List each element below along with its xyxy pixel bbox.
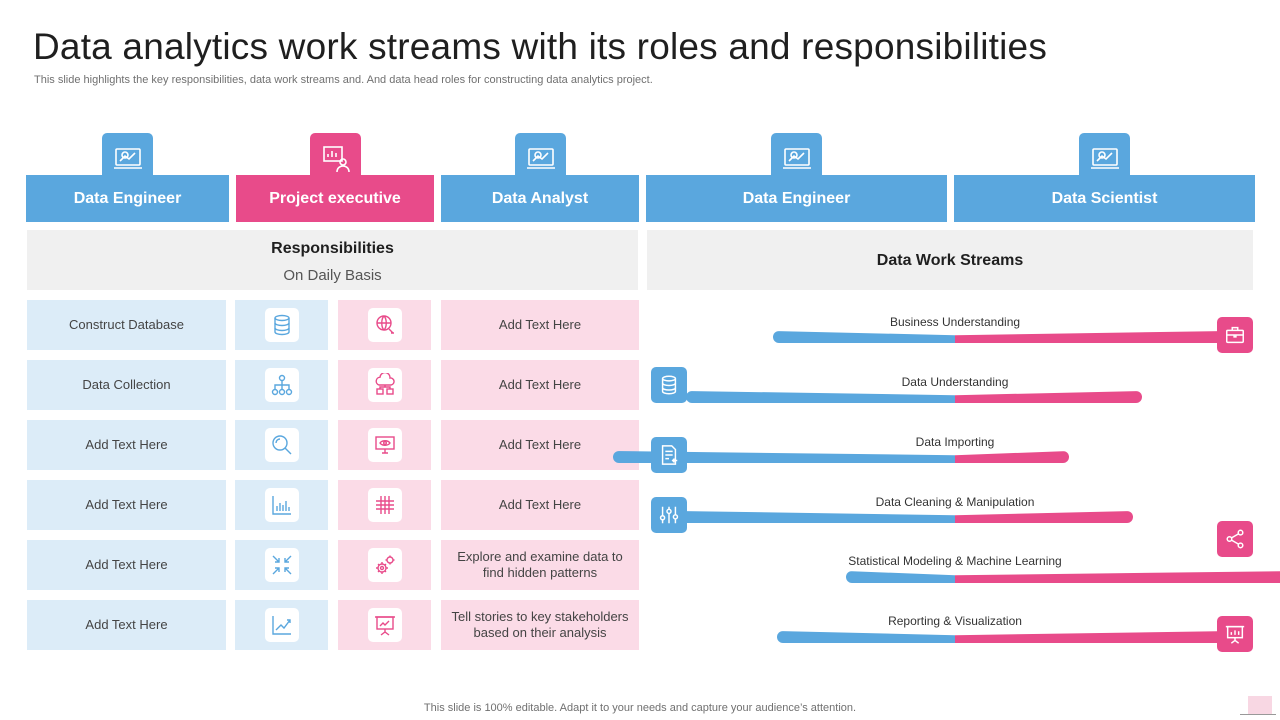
arrows-compress-icon: [264, 548, 299, 582]
document-import-icon: [651, 437, 687, 473]
role-data-engineer: Data Engineer: [26, 175, 229, 222]
resp-row-blue-cell: [235, 540, 328, 590]
work-stream-bar-blue: [773, 331, 955, 343]
responsibilities-header: [27, 230, 638, 292]
resp-row-text: Explore and examine data to find hidden …: [441, 540, 639, 590]
work-stream-bar-blue: [777, 631, 955, 643]
monitor-eye-icon: [367, 428, 402, 462]
presentation-icon: [1217, 616, 1253, 652]
work-stream-label: Reporting & Visualization: [888, 614, 1022, 628]
resp-row-pink-cell: [338, 360, 431, 410]
magnifier-icon: [264, 428, 299, 462]
bar-chart-icon: [264, 488, 299, 522]
resp-row-blue-cell: [235, 360, 328, 410]
resp-row-text: Add Text Here: [441, 480, 639, 530]
globe-network-icon: [367, 308, 402, 342]
resp-row-label: Add Text Here: [27, 420, 226, 470]
work-stream-bar-pink: [955, 631, 1233, 643]
resp-row-label: Add Text Here: [27, 600, 226, 650]
work-stream-bar-pink: [955, 571, 1280, 583]
responsibilities-title: Responsibilities: [271, 240, 394, 257]
resp-row-label: Construct Database: [27, 300, 226, 350]
work-stream-label: Business Understanding: [889, 315, 1021, 329]
hierarchy-icon: [264, 368, 299, 402]
work-stream-label: Statistical Modeling & Machine Learning: [848, 554, 1062, 568]
corner-line: [1240, 714, 1276, 715]
resp-row-blue-cell: [235, 480, 328, 530]
resp-row-pink-cell: [338, 480, 431, 530]
role-data-scientist: Data Scientist: [954, 175, 1255, 222]
role-project-executive: Project executive: [236, 175, 434, 222]
work-stream-bar-pink: [955, 451, 1069, 463]
slide-subtitle: This slide highlights the key responsibi…: [34, 74, 653, 86]
work-streams-header: [647, 230, 1253, 292]
slide-title: Data analytics work streams with its rol…: [33, 26, 1048, 67]
line-chart-icon: [264, 608, 299, 642]
resp-row-text: Add Text Here: [441, 300, 639, 350]
work-stream-bar-blue: [677, 511, 955, 523]
resp-row-blue-cell: [235, 420, 328, 470]
work-stream-bar-blue: [686, 391, 955, 403]
resp-row-blue-cell: [235, 600, 328, 650]
work-streams-title: Data Work Streams: [876, 252, 1024, 269]
work-stream-bar-blue: [846, 571, 955, 583]
resp-row-pink-cell: [338, 600, 431, 650]
gears-icon: [367, 548, 402, 582]
resp-row-text: Add Text Here: [441, 360, 639, 410]
work-stream-label: Data Understanding: [901, 375, 1009, 389]
resp-row-text: Tell stories to key stakeholders based o…: [441, 600, 639, 650]
presentation-board-icon: [367, 608, 402, 642]
work-stream-bar-pink: [955, 331, 1228, 343]
grid-icon: [367, 488, 402, 522]
resp-row-pink-cell: [338, 300, 431, 350]
sliders-icon: [651, 497, 687, 533]
briefcase-icon: [1217, 317, 1253, 353]
resp-row-pink-cell: [338, 420, 431, 470]
resp-row-label: Data Collection: [27, 360, 226, 410]
database-icon: [264, 308, 299, 342]
role-data-engineer-2: Data Engineer: [646, 175, 947, 222]
resp-row-pink-cell: [338, 540, 431, 590]
footer-note: This slide is 100% editable. Adapt it to…: [423, 702, 857, 714]
cloud-network-icon: [367, 368, 402, 402]
resp-row-label: Add Text Here: [27, 480, 226, 530]
work-stream-bar-pink: [955, 511, 1133, 523]
work-stream-label: Data Cleaning & Manipulation: [875, 495, 1035, 509]
database-icon: [651, 367, 687, 403]
role-data-analyst: Data Analyst: [441, 175, 639, 222]
share-icon: [1217, 521, 1253, 557]
corner-decoration: [1248, 696, 1272, 714]
resp-row-text: Add Text Here: [441, 420, 639, 470]
work-stream-label: Data Importing: [915, 435, 995, 449]
resp-row-label: Add Text Here: [27, 540, 226, 590]
responsibilities-subtitle: On Daily Basis: [283, 267, 382, 284]
work-stream-bar-pink: [955, 391, 1142, 403]
resp-row-blue-cell: [235, 300, 328, 350]
